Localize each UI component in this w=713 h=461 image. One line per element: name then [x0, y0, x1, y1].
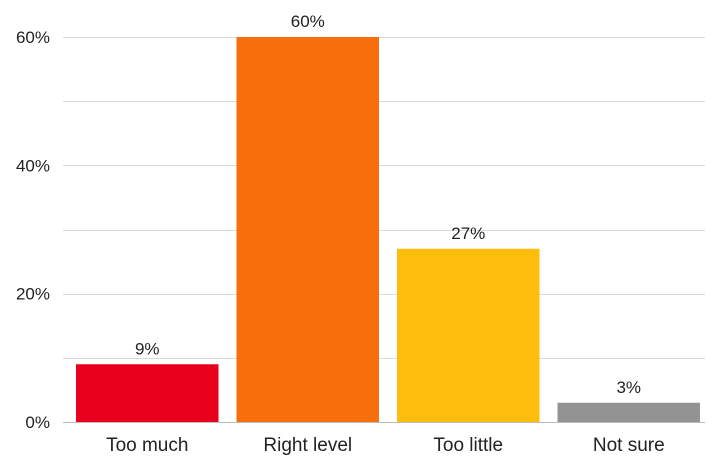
x-axis-category-labels: Too much Right level Too little Not sure	[106, 435, 665, 456]
bar-value-label: 27%	[451, 224, 485, 243]
bar-value-label: 3%	[616, 378, 641, 397]
y-tick-label: 60%	[16, 28, 50, 47]
y-tick-label: 20%	[16, 285, 50, 304]
bar-value-label: 9%	[135, 339, 160, 358]
x-category-label: Too much	[106, 435, 188, 456]
y-axis-tick-labels: 0% 20% 40% 60%	[16, 28, 50, 432]
bar-too-much	[76, 364, 219, 422]
bar-too-little	[397, 248, 540, 422]
x-category-label: Too little	[433, 435, 503, 456]
grid-lines	[63, 37, 705, 423]
bar-right-level	[236, 37, 379, 422]
bar-value-label: 60%	[291, 12, 325, 31]
bars	[76, 37, 700, 422]
y-tick-label: 0%	[25, 413, 50, 432]
x-category-label: Not sure	[593, 435, 665, 456]
bar-not-sure	[557, 402, 700, 422]
bar-value-labels: 9% 60% 27% 3%	[135, 12, 641, 397]
y-tick-label: 40%	[16, 156, 50, 175]
x-category-label: Right level	[263, 435, 352, 456]
